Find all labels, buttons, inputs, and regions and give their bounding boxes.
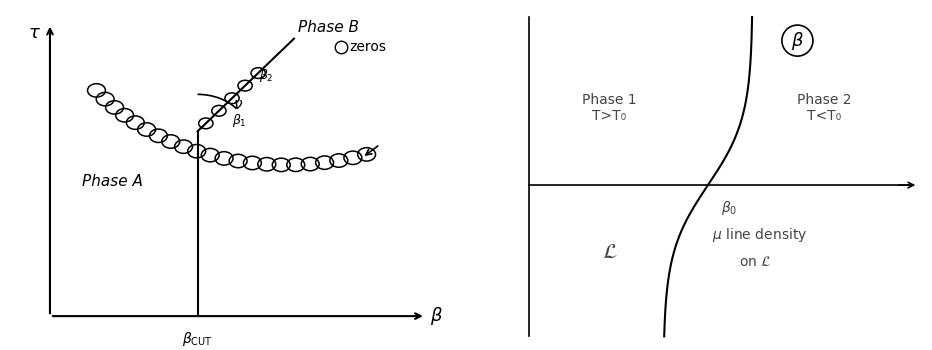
Text: zeros: zeros xyxy=(350,40,387,54)
Text: $\mu$ line density: $\mu$ line density xyxy=(712,226,808,245)
Text: $\tau$: $\tau$ xyxy=(28,24,41,42)
Text: Phase A: Phase A xyxy=(82,174,143,189)
Text: $\beta$: $\beta$ xyxy=(431,305,443,327)
Text: $\beta$: $\beta$ xyxy=(791,30,804,51)
Text: $\beta_0$: $\beta_0$ xyxy=(721,198,738,217)
Text: Phase B: Phase B xyxy=(298,20,360,35)
Text: $\beta_{\rm CUT}$: $\beta_{\rm CUT}$ xyxy=(183,330,212,348)
Text: on $\mathcal{L}$: on $\mathcal{L}$ xyxy=(739,256,772,270)
Text: $\nu$: $\nu$ xyxy=(233,97,243,112)
Text: $\beta_2$: $\beta_2$ xyxy=(258,67,273,84)
Text: Phase 1
T>T₀: Phase 1 T>T₀ xyxy=(582,93,637,123)
Text: Phase 2
T<T₀: Phase 2 T<T₀ xyxy=(797,93,852,123)
Text: $\mathcal{L}$: $\mathcal{L}$ xyxy=(602,242,617,262)
Text: $\beta_1$: $\beta_1$ xyxy=(232,112,247,130)
